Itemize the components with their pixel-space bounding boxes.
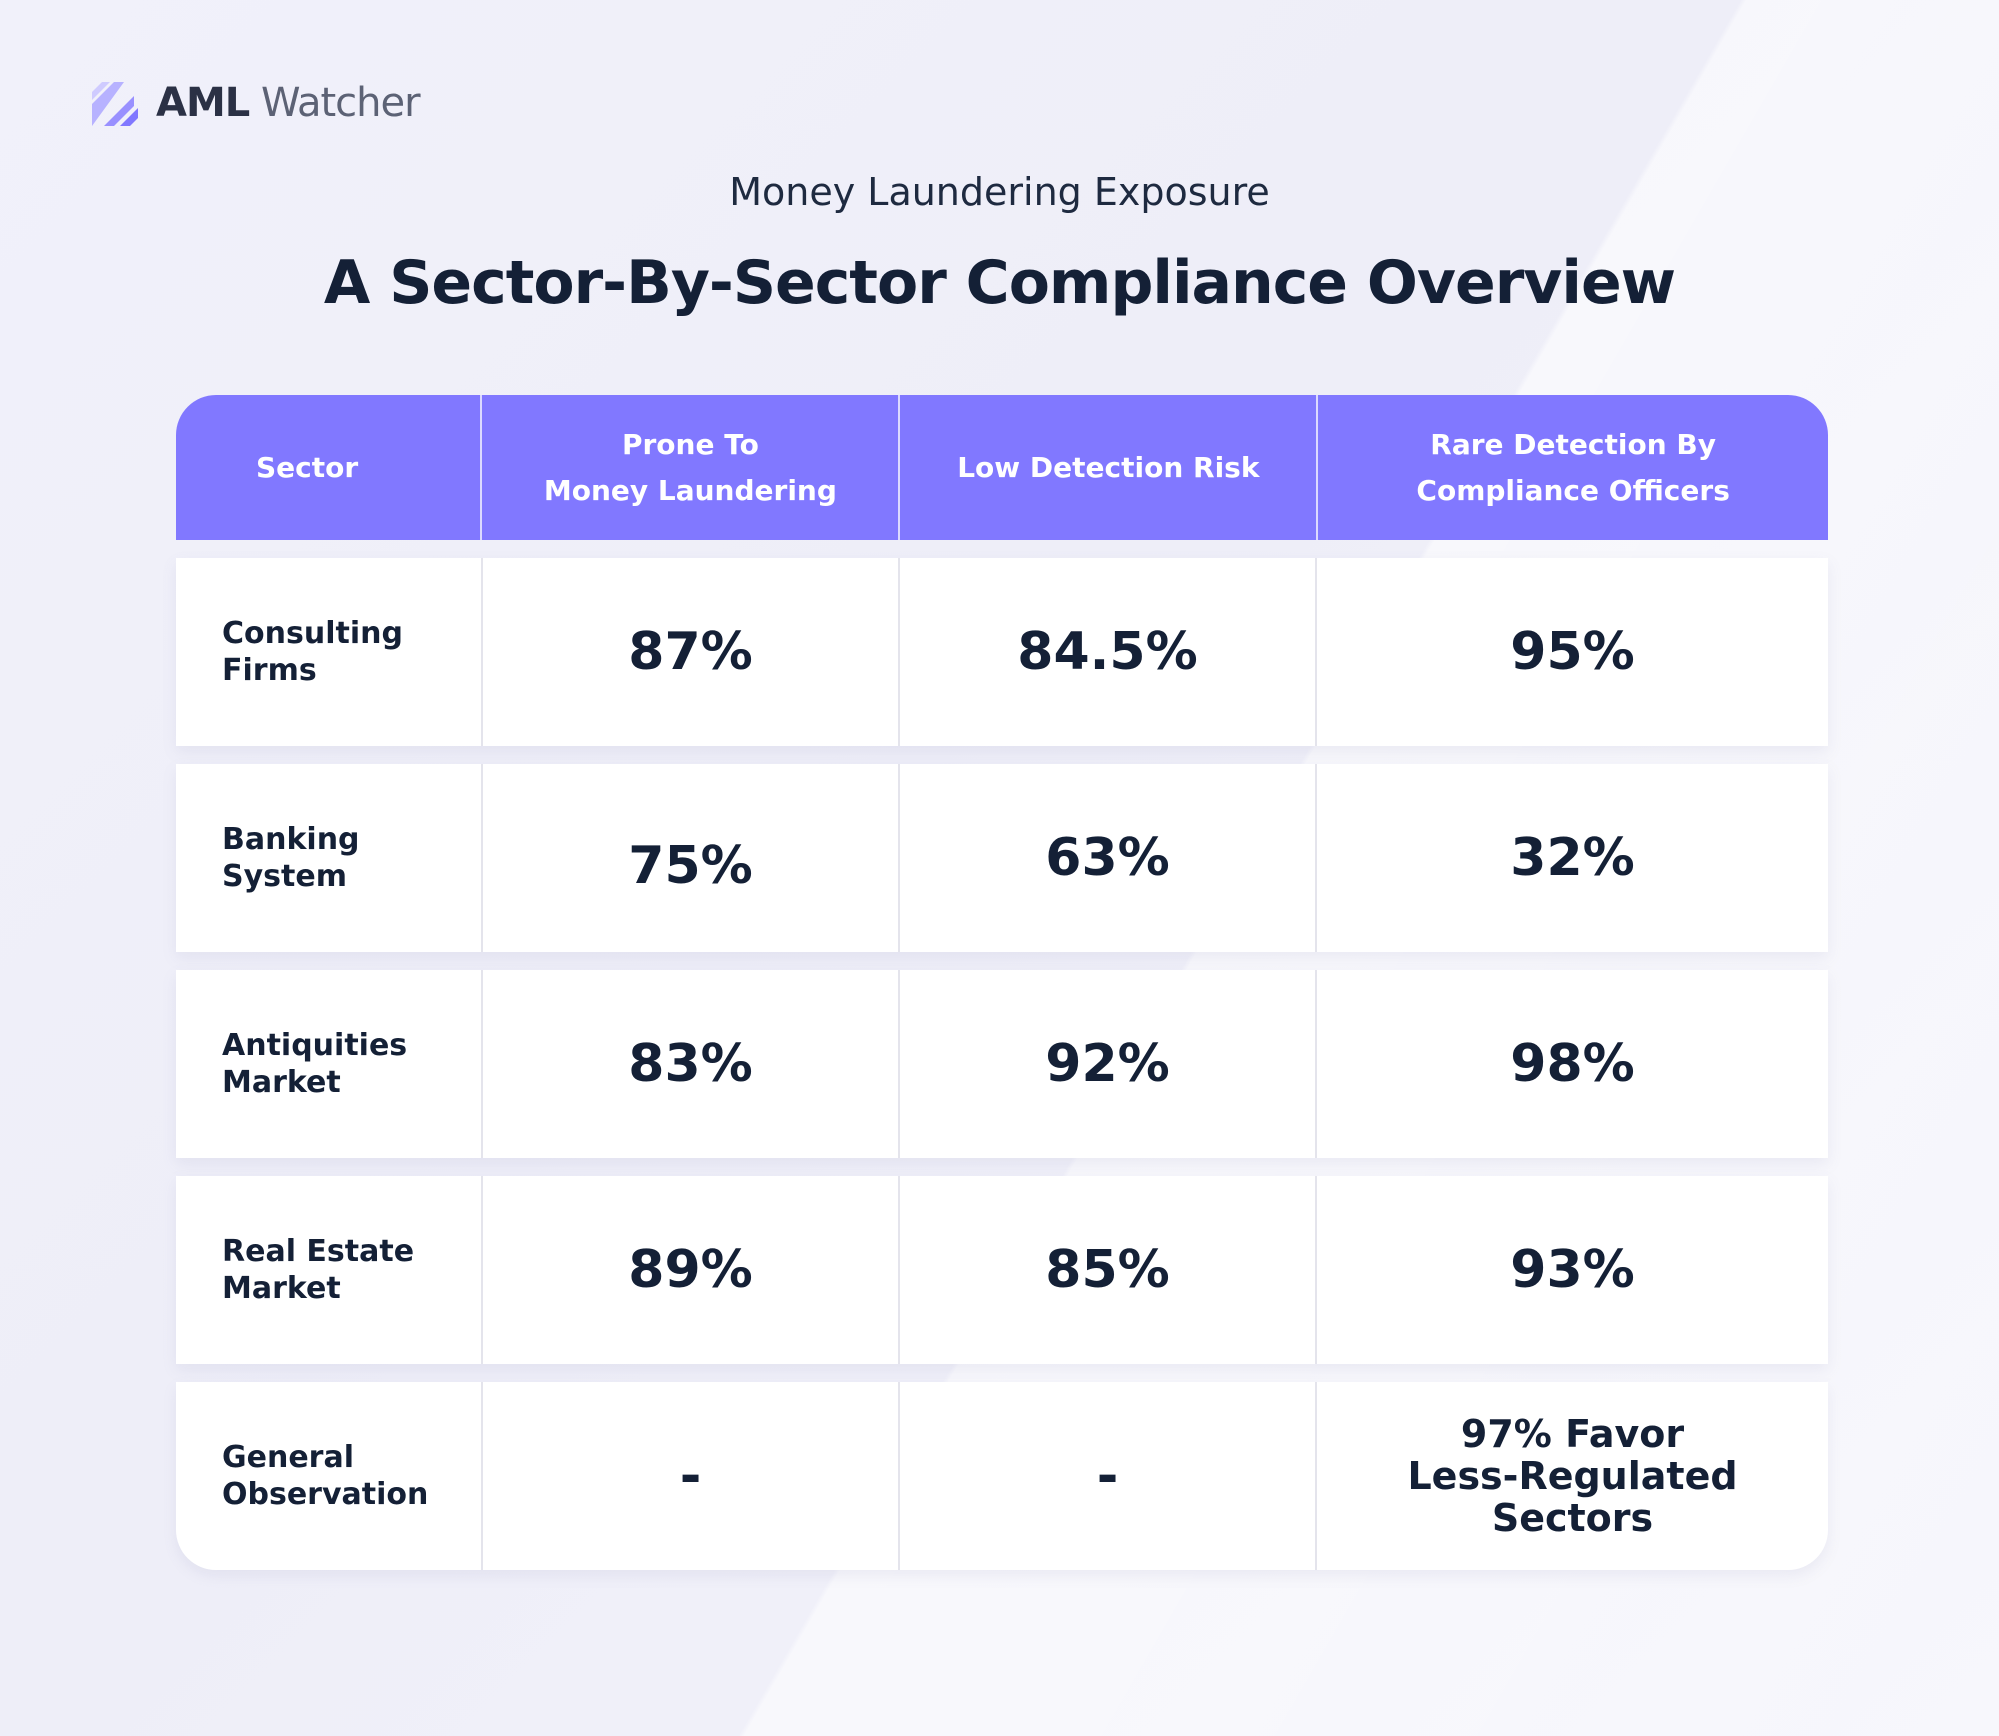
brand-name-light: Watcher	[260, 80, 421, 126]
low-risk-value: 84.5%	[1017, 622, 1198, 682]
low-risk-cell: 85%	[900, 1176, 1317, 1364]
rare-cell: 97% Favor Less-Regulated Sectors	[1317, 1382, 1828, 1570]
header-label: Rare Detection By Compliance Officers	[1416, 427, 1730, 507]
header-sector: Sector	[176, 395, 483, 540]
table-row: Banking System 75% 63% 32%	[176, 764, 1828, 952]
rare-cell: 95%	[1317, 558, 1828, 746]
rare-value: 32%	[1510, 828, 1635, 888]
header-rare: Rare Detection By Compliance Officers	[1318, 395, 1828, 540]
low-risk-value: 85%	[1045, 1240, 1170, 1300]
prone-value: 75%	[628, 836, 753, 896]
sector-cell: Banking System	[176, 764, 483, 952]
sector-label: Antiquities Market	[222, 1028, 408, 1100]
header-label: Sector	[256, 450, 359, 484]
rare-value: 98%	[1510, 1034, 1635, 1094]
low-risk-value: -	[1096, 1446, 1119, 1506]
low-risk-value: 92%	[1045, 1034, 1170, 1094]
sector-cell: Antiquities Market	[176, 970, 483, 1158]
header-label: Prone To Money Laundering	[543, 427, 837, 507]
low-risk-value: 63%	[1045, 828, 1170, 888]
prone-cell: 83%	[483, 970, 900, 1158]
table-row: General Observation - - 97% Favor Less-R…	[176, 1382, 1828, 1570]
table-row: Consulting Firms 87% 84.5% 95%	[176, 558, 1828, 746]
brand-name: AML Watcher	[156, 80, 421, 126]
page-title: A Sector-By-Sector Compliance Overview	[323, 248, 1676, 318]
prone-value: 83%	[628, 1034, 753, 1094]
table-header: Sector Prone To Money Laundering Low Det…	[176, 395, 1828, 540]
prone-cell: 87%	[483, 558, 900, 746]
rare-cell: 32%	[1317, 764, 1828, 952]
table-row: Antiquities Market 83% 92% 98%	[176, 970, 1828, 1158]
sector-cell: General Observation	[176, 1382, 483, 1570]
header-low-risk: Low Detection Risk	[900, 395, 1319, 540]
sector-label: Banking System	[222, 822, 360, 894]
brand-name-strong: AML	[156, 80, 250, 126]
header-label: Low Detection Risk	[957, 450, 1260, 484]
compliance-table: Sector Prone To Money Laundering Low Det…	[176, 395, 1828, 1570]
prone-cell: 89%	[483, 1176, 900, 1364]
prone-value: -	[679, 1446, 702, 1506]
brand-logo: AML Watcher	[90, 78, 421, 128]
prone-value: 89%	[628, 1240, 753, 1300]
aml-watcher-logo-icon	[92, 82, 138, 126]
sector-cell: Real Estate Market	[176, 1176, 483, 1364]
sector-cell: Consulting Firms	[176, 558, 483, 746]
rare-note: 97% Favor Less-Regulated Sectors	[1407, 1412, 1738, 1540]
header-prone: Prone To Money Laundering	[482, 395, 901, 540]
rare-value: 93%	[1510, 1240, 1635, 1300]
prone-value: 87%	[628, 622, 753, 682]
page-subtitle: Money Laundering Exposure	[729, 170, 1270, 214]
sector-label: General Observation	[222, 1440, 429, 1512]
low-risk-cell: 92%	[900, 970, 1317, 1158]
rare-cell: 98%	[1317, 970, 1828, 1158]
low-risk-cell: -	[900, 1382, 1317, 1570]
sector-label: Real Estate Market	[222, 1234, 415, 1306]
rare-cell: 93%	[1317, 1176, 1828, 1364]
low-risk-cell: 84.5%	[900, 558, 1317, 746]
rare-value: 95%	[1510, 622, 1635, 682]
prone-cell: -	[483, 1382, 900, 1570]
sector-label: Consulting Firms	[222, 616, 403, 688]
prone-cell: 75%	[483, 764, 900, 952]
table-row: Real Estate Market 89% 85% 93%	[176, 1176, 1828, 1364]
low-risk-cell: 63%	[900, 764, 1317, 952]
